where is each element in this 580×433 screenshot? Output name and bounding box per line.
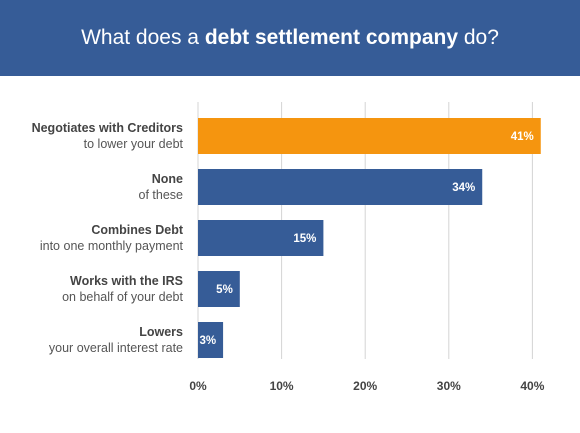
data-label: 15% [293, 233, 316, 245]
category-label-sub: into one monthly payment [40, 239, 184, 253]
data-label: 5% [216, 284, 233, 296]
title-post: do? [458, 26, 499, 49]
category-label-sub: your overall interest rate [49, 341, 183, 355]
category-label-sub: of these [139, 188, 184, 202]
data-label: 41% [511, 131, 534, 143]
data-label: 34% [452, 182, 475, 194]
x-tick-label: 10% [270, 379, 294, 393]
chart-title: What does a debt settlement company do? [0, 0, 580, 76]
chart-area: 0% 10% 20% 30% 40% 41% Negotiates with Credito… [0, 76, 580, 433]
x-tick-label: 40% [520, 379, 544, 393]
category-label-bold: Combines Debt [91, 223, 184, 237]
bar [198, 220, 324, 256]
title-bold: debt settlement company [204, 26, 459, 49]
bar [198, 271, 240, 307]
category-label-sub: to lower your debt [84, 137, 184, 151]
category-label-bold: None [152, 172, 183, 186]
bar [198, 118, 541, 154]
title-pre: What does a [81, 26, 205, 49]
bar [198, 169, 483, 205]
x-tick-label: 0% [189, 379, 207, 393]
category-label-bold: Works with the IRS [70, 274, 183, 288]
bar-chart: 0% 10% 20% 30% 40% 41% Negotiates with Credito… [32, 102, 545, 393]
category-label-bold: Negotiates with Creditors [32, 121, 183, 135]
x-tick-label: 20% [353, 379, 377, 393]
bar [198, 322, 224, 358]
data-label: 3% [199, 335, 216, 347]
category-label-sub: on behalf of your debt [62, 290, 183, 304]
category-label-bold: Lowers [139, 325, 183, 339]
x-tick-label: 30% [437, 379, 461, 393]
